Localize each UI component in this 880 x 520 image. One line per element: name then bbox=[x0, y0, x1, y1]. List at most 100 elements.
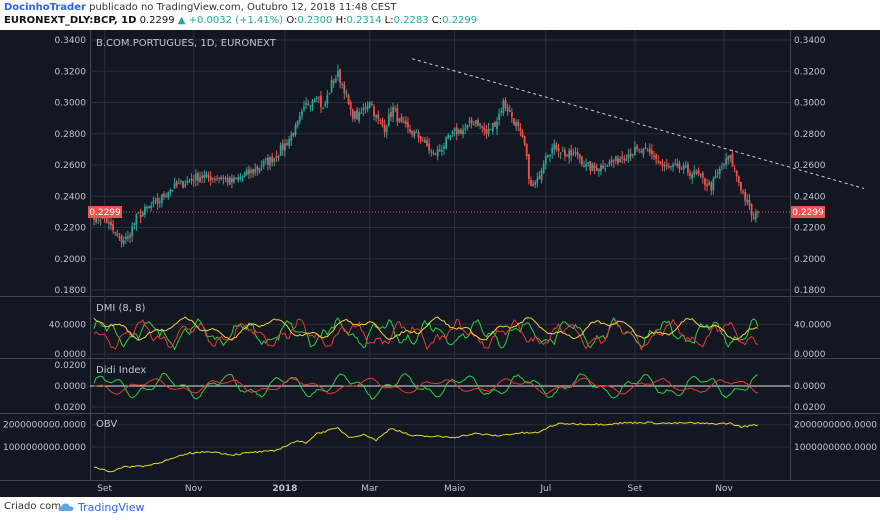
candle-body bbox=[678, 163, 681, 169]
candle-body bbox=[589, 161, 592, 171]
candle-body bbox=[356, 109, 358, 119]
candle-body bbox=[169, 189, 172, 193]
candle-body bbox=[203, 175, 206, 178]
candle-body bbox=[578, 154, 581, 158]
trendline bbox=[412, 58, 865, 189]
publish-line: DocinhoTrader publicado no TradingView.c… bbox=[4, 2, 396, 13]
candle-body bbox=[619, 158, 621, 163]
candle-body bbox=[667, 165, 670, 167]
candle-body bbox=[148, 206, 151, 209]
candle-body bbox=[288, 138, 291, 147]
candle-body bbox=[275, 155, 278, 158]
candle-body bbox=[292, 132, 295, 136]
price-tick-label-left: 0.2200 bbox=[55, 224, 87, 234]
candle-body bbox=[748, 199, 751, 206]
candle-body bbox=[451, 131, 454, 134]
low-label: L: bbox=[384, 15, 394, 26]
candle-body bbox=[129, 235, 131, 238]
candle-body bbox=[718, 168, 721, 174]
candle-body bbox=[385, 126, 388, 133]
candle-body bbox=[214, 178, 216, 180]
candle-body bbox=[472, 124, 475, 126]
candle-body bbox=[530, 180, 532, 186]
tradingview-brand-link[interactable]: TradingView bbox=[78, 501, 145, 514]
candle-body bbox=[400, 116, 403, 123]
time-tick-label: Set bbox=[628, 484, 643, 494]
candle-body bbox=[182, 181, 184, 188]
candle-body bbox=[415, 131, 418, 133]
candle-body bbox=[449, 135, 452, 138]
author-link[interactable]: DocinhoTrader bbox=[4, 2, 86, 13]
price-tick-label-left: 0.2600 bbox=[55, 161, 87, 171]
chart-canvas[interactable]: B.COM.PORTUGUES, 1D, EURONEXT DMI (8, 8)… bbox=[0, 30, 880, 497]
candle-body bbox=[207, 175, 210, 178]
candle-body bbox=[551, 147, 554, 154]
candle-body bbox=[644, 147, 647, 149]
price-pane-title: B.COM.PORTUGUES, 1D, EURONEXT bbox=[96, 38, 277, 49]
candle-body bbox=[697, 170, 700, 175]
candle-body bbox=[699, 174, 702, 176]
candle-body bbox=[243, 173, 246, 177]
didi-tick-label-right: 0.0200 bbox=[794, 403, 826, 413]
candle-body bbox=[752, 217, 755, 219]
candle-body bbox=[211, 178, 214, 180]
candle-body bbox=[521, 131, 524, 137]
candle-body bbox=[566, 155, 568, 157]
candle-body bbox=[684, 166, 687, 168]
candle-body bbox=[474, 120, 477, 125]
chart-header: DocinhoTrader publicado no TradingView.c… bbox=[0, 0, 880, 30]
obv-tick-label-left: 1000000000.0000 bbox=[3, 443, 86, 453]
candle-body bbox=[663, 164, 666, 167]
dmi-tick-label-left: 40.0000 bbox=[49, 320, 86, 330]
candle-body bbox=[341, 83, 344, 85]
price-tick-label-right: 0.3400 bbox=[794, 36, 826, 46]
candle-body bbox=[638, 148, 641, 150]
candle-body bbox=[576, 151, 579, 156]
candle-body bbox=[377, 114, 380, 119]
candle-body bbox=[502, 100, 505, 114]
candle-body bbox=[466, 124, 469, 129]
obv-tick-label-right: 1000000000.0000 bbox=[794, 443, 877, 453]
candle-body bbox=[296, 120, 299, 127]
candle-body bbox=[496, 121, 498, 130]
price-tick-label-right: 0.1800 bbox=[794, 286, 826, 296]
candle-body bbox=[394, 108, 397, 110]
candle-body bbox=[154, 199, 157, 201]
didi-tick-label-left: 0.0200 bbox=[55, 403, 87, 413]
candle-body bbox=[194, 173, 197, 181]
open-label: O: bbox=[286, 15, 298, 26]
candle-body bbox=[271, 156, 274, 163]
candle-body bbox=[455, 127, 458, 135]
candle-body bbox=[105, 217, 108, 223]
candle-body bbox=[659, 161, 662, 164]
candle-body bbox=[127, 236, 129, 239]
low-value: 0.2283 bbox=[393, 15, 429, 26]
candle-body bbox=[305, 103, 308, 105]
candle-body bbox=[564, 150, 566, 157]
candle-body bbox=[324, 103, 327, 106]
candle-body bbox=[510, 112, 513, 117]
candle-body bbox=[557, 147, 560, 152]
candle-body bbox=[375, 115, 378, 118]
candle-body bbox=[757, 211, 759, 213]
candle-body bbox=[525, 143, 528, 157]
candle-body bbox=[672, 164, 674, 167]
candle-body bbox=[362, 108, 365, 111]
candle-body bbox=[642, 148, 645, 155]
candle-body bbox=[241, 175, 244, 178]
candle-body bbox=[171, 190, 174, 192]
candle-body bbox=[591, 163, 594, 172]
candle-body bbox=[424, 139, 426, 143]
didi-fast-line bbox=[93, 372, 759, 400]
candle-body bbox=[409, 129, 411, 132]
candle-body bbox=[621, 156, 624, 159]
candle-body bbox=[411, 130, 414, 135]
candle-body bbox=[631, 154, 634, 156]
candle-body bbox=[237, 177, 240, 181]
candle-body bbox=[634, 146, 636, 155]
candle-body bbox=[322, 108, 324, 110]
candle-body bbox=[443, 146, 445, 149]
high-label: H: bbox=[335, 15, 347, 26]
time-tick-label: Mar bbox=[361, 484, 378, 494]
ohlc-line: EURONEXT_DLY:BCP, 1D 0.2299 ▲ +0.0032 (+… bbox=[4, 15, 477, 26]
